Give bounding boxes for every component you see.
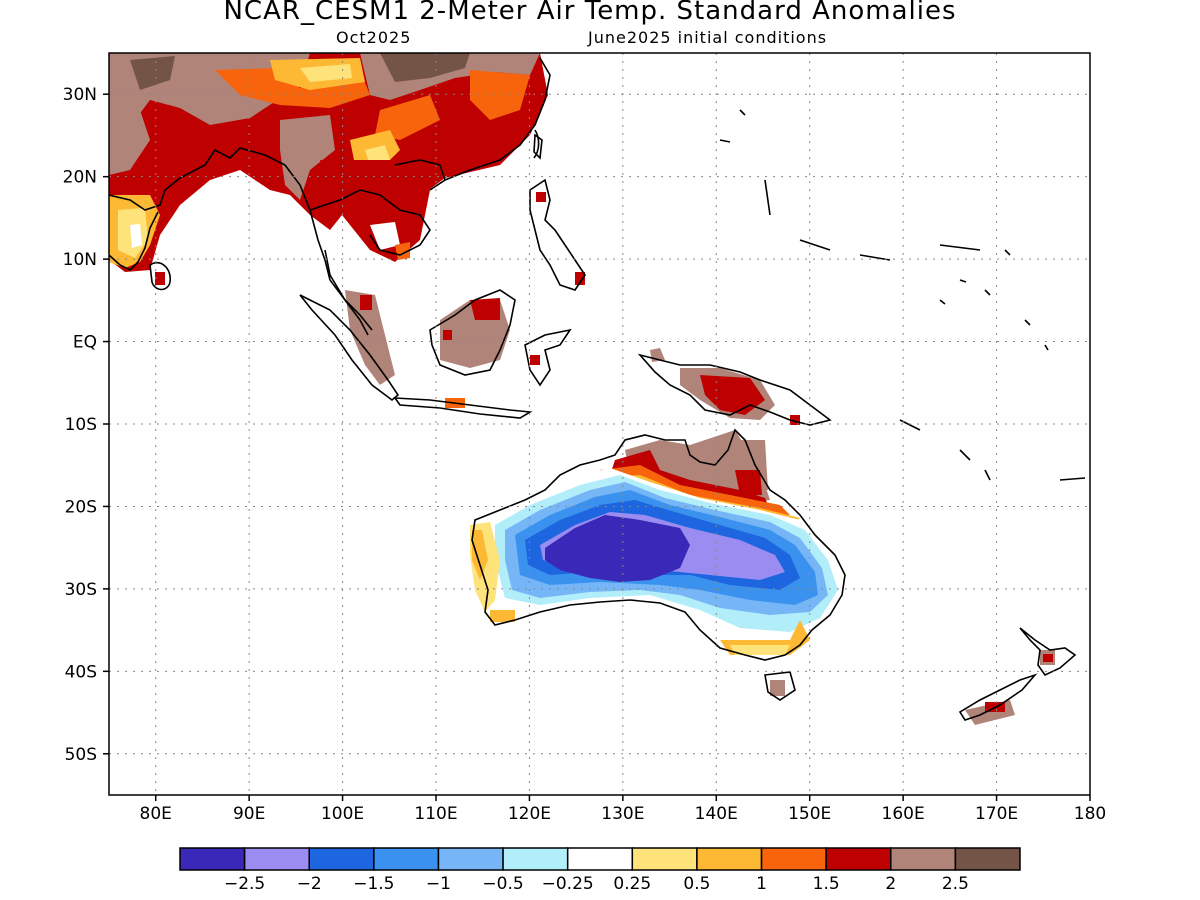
anomaly-shading <box>109 53 1055 725</box>
colorbar-swatch <box>760 847 827 871</box>
colorbar-swatch <box>954 847 1021 871</box>
colorbar-swatch <box>243 847 310 871</box>
lon-tick-label: 160E <box>882 804 925 824</box>
colorbar-label: 2.5 <box>942 874 969 894</box>
colorbar-swatch <box>890 847 957 871</box>
lat-tick-label: 40S <box>65 662 97 682</box>
colorbar-swatch <box>825 847 892 871</box>
lon-tick-label: 120E <box>508 804 551 824</box>
colorbar-label: 0.25 <box>613 874 651 894</box>
lon-tick-label: 90E <box>233 804 265 824</box>
lon-tick-label: 130E <box>601 804 644 824</box>
lon-tick-label: 150E <box>788 804 831 824</box>
colorbar-label: −1 <box>426 874 451 894</box>
colorbar-swatch <box>696 847 763 871</box>
colorbar-label: −0.25 <box>542 874 594 894</box>
colorbar-swatch <box>631 847 698 871</box>
colorbar-swatch <box>308 847 375 871</box>
colorbar-label: −2.5 <box>224 874 265 894</box>
colorbar-label: −2 <box>297 874 322 894</box>
lat-tick-label: 20N <box>63 168 97 188</box>
lat-lon-grid <box>109 53 1090 795</box>
lat-tick-label: EQ <box>73 333 97 353</box>
lat-tick-label: 50S <box>65 745 97 765</box>
colorbar-swatch <box>373 847 440 871</box>
map-title: NCAR_CESM1 2-Meter Air Temp. Standard An… <box>223 0 957 26</box>
coastlines <box>109 57 1086 721</box>
colorbar-label: 2 <box>885 874 896 894</box>
valid-month-label: Oct2025 <box>336 28 412 47</box>
lat-tick-label: 10S <box>65 415 97 435</box>
lon-tick-label: 140E <box>695 804 738 824</box>
colorbar-label: −0.5 <box>482 874 523 894</box>
colorbar-swatch <box>566 847 634 871</box>
lat-tick-label: 10N <box>63 250 97 270</box>
lon-tick-label: 180 <box>1074 804 1106 824</box>
lat-tick-label: 30N <box>63 85 97 105</box>
lon-tick-label: 110E <box>414 804 457 824</box>
lon-tick-label: 170E <box>975 804 1018 824</box>
colorbar-label: 1 <box>756 874 767 894</box>
colorbar-label: 0.5 <box>683 874 710 894</box>
colorbar-swatch <box>437 847 504 871</box>
colorbar-swatch <box>502 847 569 871</box>
lon-tick-label: 100E <box>321 804 364 824</box>
lon-tick-label: 80E <box>140 804 172 824</box>
lat-tick-label: 20S <box>65 497 97 517</box>
colorbar-label: −1.5 <box>353 874 394 894</box>
lat-tick-label: 30S <box>65 580 97 600</box>
colorbar: −2.5 −2 −1.5 −1 −0.5 −0.25 0.25 0.5 1 1.5 2 2.5 <box>179 847 1021 894</box>
colorbar-label: 1.5 <box>813 874 840 894</box>
init-conditions-label: June2025 initial conditions <box>588 28 828 47</box>
map-frame <box>108 52 1091 796</box>
colorbar-swatch <box>179 847 246 871</box>
